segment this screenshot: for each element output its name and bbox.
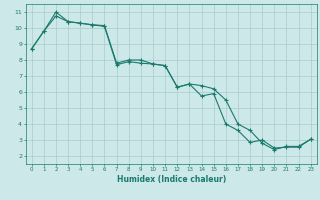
X-axis label: Humidex (Indice chaleur): Humidex (Indice chaleur) [116, 175, 226, 184]
